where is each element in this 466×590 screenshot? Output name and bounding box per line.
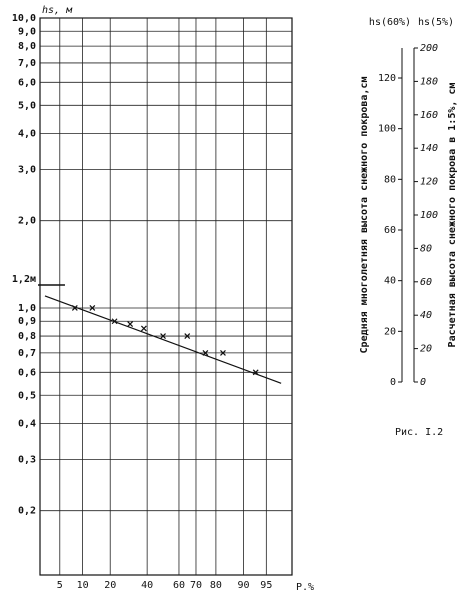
y-tick-label: 0,5 [18, 390, 36, 401]
x-tick-label: 40 [141, 580, 153, 590]
y-tick-label: 0,7 [18, 348, 36, 359]
y-tick-label: 5,0 [18, 100, 36, 111]
x-tick-label: 10 [77, 580, 89, 590]
y-tick-label: 7,0 [18, 58, 36, 69]
x-axis-label: P,% [296, 582, 314, 590]
y2-axis-label: Расчетная высота снежного покрова в 1:5%… [447, 83, 458, 348]
y2-tick-label: 160 [420, 110, 438, 121]
x-tick-label: 90 [237, 580, 249, 590]
y-tick-label: 60 [384, 225, 396, 236]
y2-tick-label: 200 [420, 43, 438, 54]
y-tick-label: 2,0 [18, 216, 36, 227]
y-tick-label: 0,9 [18, 316, 36, 327]
y2-tick-label: 100 [420, 210, 438, 221]
x-tick-label: 20 [104, 580, 116, 590]
x-tick-label: 95 [260, 580, 272, 590]
y-tick-label: 40 [384, 276, 396, 287]
plot-frame [39, 17, 293, 576]
y2-tick-label: 80 [420, 243, 432, 254]
data-point [220, 349, 226, 356]
y-tick-label: 8,0 [18, 41, 36, 52]
y-tick-label: 20 [384, 326, 396, 337]
y2-tick-label: 140 [420, 143, 438, 154]
y-axis-label: hs, м [42, 5, 73, 16]
y-tick-label: 9,0 [18, 26, 36, 37]
y-tick-label: 10,0 [12, 13, 36, 24]
y-tick-label: 3,0 [18, 165, 36, 176]
y2-tick-label: 180 [420, 76, 438, 87]
y-tick-label: 0,3 [18, 455, 36, 466]
y-tick-label: 0,8 [18, 331, 36, 342]
data-point [184, 333, 191, 340]
x-tick-label: 70 [190, 580, 202, 590]
x-tick-label: 5 [57, 580, 63, 590]
y2-tick-label: 40 [420, 310, 432, 321]
caption: Рис. I.2 [395, 427, 443, 438]
y-tick-label: 0,4 [18, 418, 36, 429]
y2-tick-label: 0 [420, 377, 426, 388]
x-tick-label: 60 [173, 580, 185, 590]
y-header: hs(60%) [369, 17, 411, 28]
y-tick-label: 0,6 [18, 367, 36, 378]
y-tick-label: 80 [384, 174, 396, 185]
y-tick-label: 4,0 [18, 128, 36, 139]
annotation: 1,2м [12, 274, 36, 285]
data-point [160, 333, 166, 340]
y-tick-label: 1,0 [18, 303, 36, 314]
y-tick-label: 0,2 [18, 506, 36, 517]
y2-tick-label: 20 [420, 344, 432, 355]
y-axis-label: Средняя многолетняя высота снежного покр… [359, 77, 370, 354]
y2-header: hs(5%) [418, 17, 454, 28]
y-tick-label: 6,0 [18, 77, 36, 88]
data-point [140, 325, 147, 332]
y-tick-label: 100 [378, 124, 396, 135]
y2-tick-label: 60 [420, 277, 432, 288]
y-tick-label: 120 [378, 73, 396, 84]
data-point [89, 305, 96, 311]
y-tick-label: 0 [390, 377, 396, 388]
trend-line [44, 295, 282, 384]
data-point [127, 321, 134, 328]
y2-tick-label: 120 [420, 177, 438, 188]
x-tick-label: 80 [210, 580, 222, 590]
